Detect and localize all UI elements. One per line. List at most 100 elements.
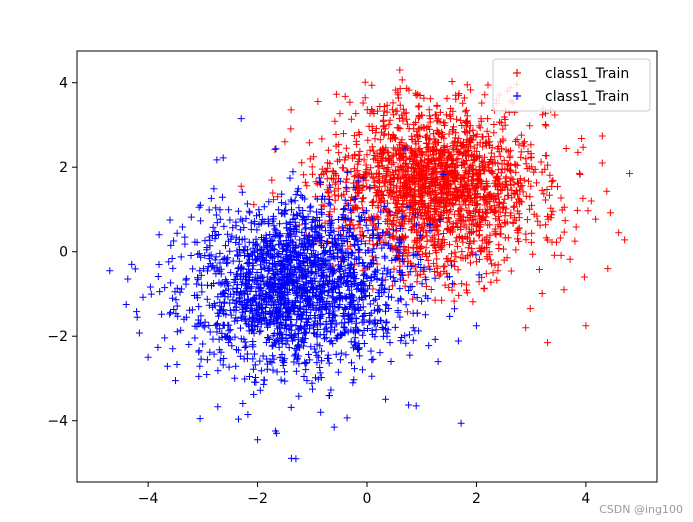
data-point: [405, 287, 413, 294]
data-point: [317, 233, 325, 241]
data-point: [257, 320, 265, 328]
data-point: [579, 143, 587, 151]
data-point: [318, 290, 326, 298]
data-point: [229, 285, 237, 293]
data-point: [374, 159, 382, 167]
data-point: [445, 273, 453, 281]
data-point: [501, 234, 509, 242]
data-point: [396, 66, 404, 74]
data-point: [307, 269, 315, 277]
data-point: [386, 339, 394, 347]
data-point: [447, 170, 454, 178]
data-point: [263, 319, 271, 327]
data-point: [339, 254, 347, 262]
data-point: [539, 111, 547, 119]
data-point: [380, 264, 388, 272]
data-point: [363, 263, 371, 271]
data-point: [350, 240, 358, 248]
data-point: [316, 237, 324, 245]
data-point: [338, 319, 346, 327]
data-point: [468, 221, 476, 229]
data-point: [462, 182, 470, 190]
data-point: [399, 117, 407, 125]
data-point: [394, 308, 402, 316]
data-point: [147, 290, 155, 298]
data-point: [372, 295, 380, 303]
data-point: [417, 256, 425, 263]
data-point: [292, 191, 300, 199]
data-point: [247, 225, 255, 233]
data-point: [224, 332, 231, 340]
data-point: [519, 139, 527, 147]
data-point: [433, 101, 441, 109]
data-point: [335, 224, 343, 232]
data-point: [294, 342, 302, 350]
data-point: [487, 193, 495, 200]
data-point: [496, 199, 503, 207]
data-point: [347, 216, 355, 224]
data-point: [483, 253, 491, 261]
data-point: [453, 115, 461, 123]
data-point: [383, 168, 391, 175]
data-point: [370, 297, 378, 305]
data-point: [328, 216, 336, 224]
data-point: [388, 106, 396, 114]
data-point: [476, 214, 484, 222]
data-point: [193, 280, 201, 288]
data-point: [223, 259, 231, 267]
data-point: [187, 213, 195, 221]
data-point: [491, 229, 499, 237]
data-point: [241, 235, 249, 243]
data-point: [396, 268, 404, 276]
data-point: [219, 154, 227, 162]
data-point: [124, 275, 132, 283]
data-point: [275, 250, 283, 257]
data-point: [455, 90, 463, 98]
data-point: [212, 232, 220, 239]
data-point: [396, 295, 404, 303]
data-point: [342, 305, 350, 313]
data-point: [484, 115, 492, 123]
data-point: [270, 355, 278, 363]
data-point: [172, 296, 180, 304]
data-point: [263, 365, 271, 373]
data-point: [245, 269, 253, 277]
data-point: [431, 175, 439, 183]
data-point: [360, 318, 368, 326]
data-point: [414, 145, 422, 153]
data-point: [299, 336, 307, 344]
data-point: [406, 331, 413, 339]
data-point: [301, 178, 309, 186]
data-point: [446, 111, 454, 119]
legend-label: class1_Train: [545, 66, 629, 82]
data-point: [306, 356, 314, 364]
data-point: [329, 294, 337, 302]
data-point: [212, 270, 220, 278]
data-point: [378, 244, 386, 252]
data-point: [475, 153, 483, 161]
data-point: [383, 148, 391, 156]
data-point: [386, 188, 393, 196]
data-point: [328, 293, 336, 301]
data-point: [318, 357, 326, 365]
data-point: [557, 194, 565, 202]
data-point: [495, 175, 503, 183]
data-point: [356, 224, 364, 232]
data-point: [248, 318, 256, 326]
data-point: [356, 147, 364, 155]
data-point: [388, 256, 396, 264]
data-point: [259, 290, 267, 298]
data-point: [122, 301, 130, 308]
data-point: [436, 162, 444, 170]
data-point: [349, 221, 357, 229]
data-point: [235, 257, 243, 265]
data-point: [225, 363, 233, 371]
data-point: [174, 312, 182, 320]
data-point: [255, 301, 263, 309]
data-point: [389, 99, 397, 107]
data-point: [426, 135, 434, 143]
data-point: [463, 81, 471, 89]
data-point: [487, 278, 495, 286]
data-point: [527, 182, 535, 190]
data-point: [204, 267, 211, 275]
